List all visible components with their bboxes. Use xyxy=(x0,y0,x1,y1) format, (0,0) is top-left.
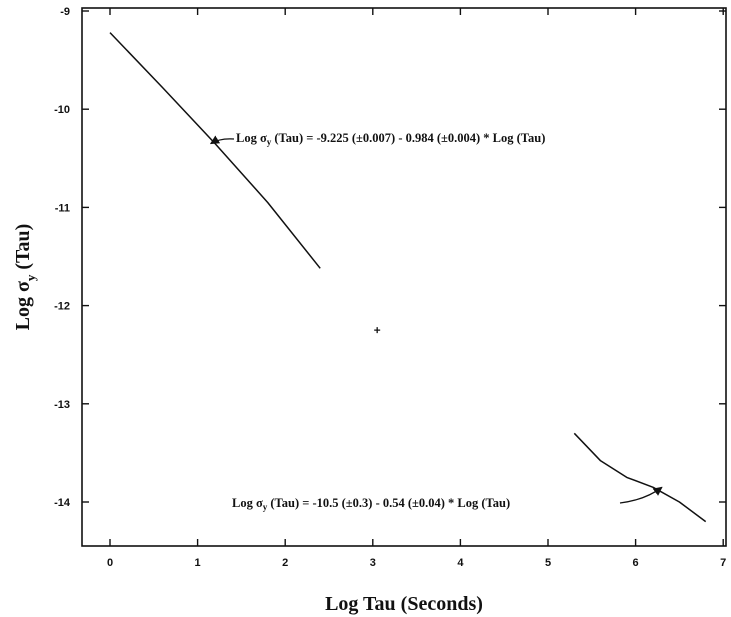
x-tick-label: 7 xyxy=(720,557,726,569)
y-tick-label: -10 xyxy=(54,104,70,116)
x-axis-title: Log Tau (Seconds) xyxy=(325,593,483,615)
x-tick-label: 1 xyxy=(195,557,201,569)
x-tick-label: 2 xyxy=(282,557,288,569)
y-axis-title-main: Log σ xyxy=(12,281,34,330)
x-tick-label: 0 xyxy=(107,557,113,569)
x-tick-label: 3 xyxy=(370,557,376,569)
points-layer xyxy=(374,327,381,334)
annotation-equation-2: Log σy (Tau) = -10.5 (±0.3) - 0.54 (±0.0… xyxy=(232,496,510,512)
annotation-2-tail: (Tau) = -10.5 (±0.3) - 0.54 (±0.04) * Lo… xyxy=(267,496,510,510)
annotation-arrow-1 xyxy=(209,135,235,145)
y-axis-ticks: -9 -10 -11 -12 -13 -14 xyxy=(54,6,726,509)
annotation-1-sub: y xyxy=(267,137,272,147)
y-tick-label: -14 xyxy=(54,497,71,509)
plot-frame xyxy=(81,7,727,547)
x-tick-label: 4 xyxy=(457,557,464,569)
y-tick-label: -9 xyxy=(60,6,70,18)
y-tick-label: -13 xyxy=(54,399,70,411)
x-axis-ticks: 0 1 2 3 4 5 6 7 xyxy=(107,8,726,569)
annotation-2-main: Log σ xyxy=(232,496,263,510)
series-line-1 xyxy=(109,32,321,269)
x-tick-label: 6 xyxy=(633,557,639,569)
annotation-1-tail: (Tau) = -9.225 (±0.007) - 0.984 (±0.004)… xyxy=(271,131,545,145)
x-tick-label: 5 xyxy=(545,557,551,569)
y-axis-title: Log σy (Tau) xyxy=(12,224,38,331)
series-line-2 xyxy=(573,432,707,523)
annotation-arrow-2 xyxy=(619,486,663,504)
y-axis-title-tail: (Tau) xyxy=(12,224,34,275)
series-layer xyxy=(109,32,707,523)
y-tick-label: -11 xyxy=(55,202,70,214)
annotation-1-main: Log σ xyxy=(236,131,267,145)
annotation-2-sub: y xyxy=(263,502,268,512)
plus-marker-point xyxy=(374,327,381,334)
y-axis-title-sub: y xyxy=(23,274,38,281)
annotation-equation-1: Log σy (Tau) = -9.225 (±0.007) - 0.984 (… xyxy=(236,131,545,147)
y-tick-label: -12 xyxy=(54,301,70,313)
